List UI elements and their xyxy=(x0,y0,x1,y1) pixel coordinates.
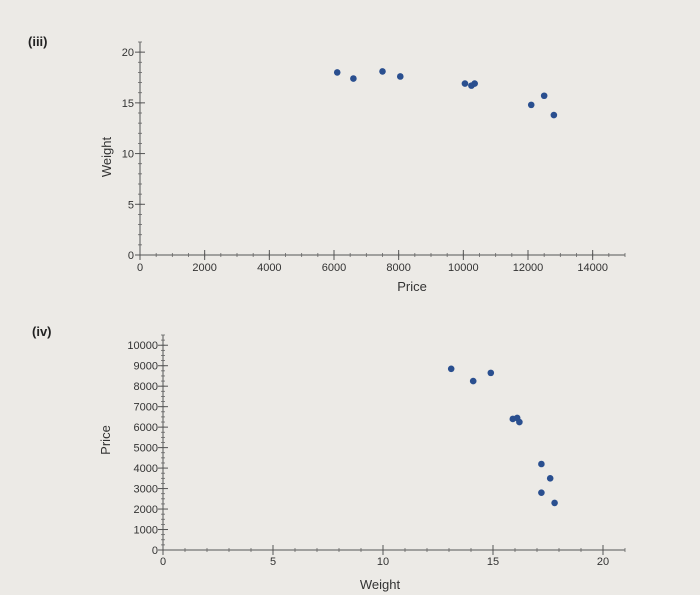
chart-panel-iv: (iv) Weight Price 0 5 10 15 20 0 1000 2000 3000 4… xyxy=(32,324,626,592)
data-point xyxy=(551,499,558,507)
y-tick-label: 5 xyxy=(128,199,134,211)
data-point xyxy=(379,68,386,75)
y-tick-label: 0 xyxy=(152,545,158,557)
y-tick-label: 5000 xyxy=(134,443,158,455)
tick-labels: 0 2000 4000 6000 8000 10000 12000 14000 0 5 10 15 20 xyxy=(122,47,608,274)
data-point xyxy=(461,80,469,87)
y-tick-label: 9000 xyxy=(134,361,158,373)
data-point xyxy=(550,111,558,119)
y-tick-label: 20 xyxy=(122,47,134,59)
x-tick-label: 15 xyxy=(487,556,499,568)
x-tick-label: 12000 xyxy=(513,262,544,274)
data-point xyxy=(333,69,341,76)
data-point xyxy=(447,365,455,373)
y-tick-label: 7000 xyxy=(134,402,158,414)
y-tick-label: 6000 xyxy=(134,422,158,434)
data-points xyxy=(447,365,558,507)
data-point xyxy=(471,80,478,87)
y-tick-label: 0 xyxy=(128,250,134,262)
y-tick-label: 3000 xyxy=(134,484,158,496)
x-tick-label: 4000 xyxy=(257,262,281,274)
tick-labels: 0 5 10 15 20 0 1000 2000 3000 4000 5000 6000 7000 800… xyxy=(127,340,609,568)
data-point xyxy=(538,460,545,468)
y-tick-label: 1000 xyxy=(134,525,158,537)
y-tick-label: 15 xyxy=(122,98,134,110)
y-tick-label: 10000 xyxy=(127,340,158,352)
data-point xyxy=(350,75,357,82)
x-tick-label: 8000 xyxy=(386,262,410,274)
x-tick-label: 10 xyxy=(377,556,389,568)
data-point xyxy=(487,369,495,377)
x-tick-label: 0 xyxy=(160,556,166,568)
panel-label: (iv) xyxy=(32,324,52,339)
y-tick-label: 2000 xyxy=(134,504,158,516)
x-tick-label: 14000 xyxy=(577,262,608,274)
data-point xyxy=(546,475,554,482)
x-axis-title: Weight xyxy=(360,577,401,592)
data-point xyxy=(538,489,545,496)
axes xyxy=(158,334,626,555)
panel-label: (iii) xyxy=(28,34,48,49)
y-tick-label: 4000 xyxy=(134,463,158,475)
data-point xyxy=(540,92,548,100)
y-tick-label: 10 xyxy=(122,149,134,161)
x-tick-label: 10000 xyxy=(448,262,479,274)
data-point xyxy=(516,418,523,426)
data-points xyxy=(333,68,558,119)
chart-panel-iii: (iii) Price Weight 0 2000 4000 6000 8000 1000… xyxy=(28,34,626,294)
axes xyxy=(135,41,626,260)
x-tick-label: 20 xyxy=(597,556,609,568)
x-tick-label: 0 xyxy=(137,262,143,274)
x-tick-label: 6000 xyxy=(322,262,346,274)
data-point xyxy=(469,377,477,385)
x-tick-label: 2000 xyxy=(192,262,216,274)
data-point xyxy=(396,73,404,80)
x-axis-title: Price xyxy=(397,279,427,294)
y-axis-title: Price xyxy=(98,425,113,455)
x-tick-label: 5 xyxy=(270,556,276,568)
data-point xyxy=(527,101,535,109)
y-axis-title: Weight xyxy=(99,137,114,178)
y-tick-label: 8000 xyxy=(134,381,158,393)
